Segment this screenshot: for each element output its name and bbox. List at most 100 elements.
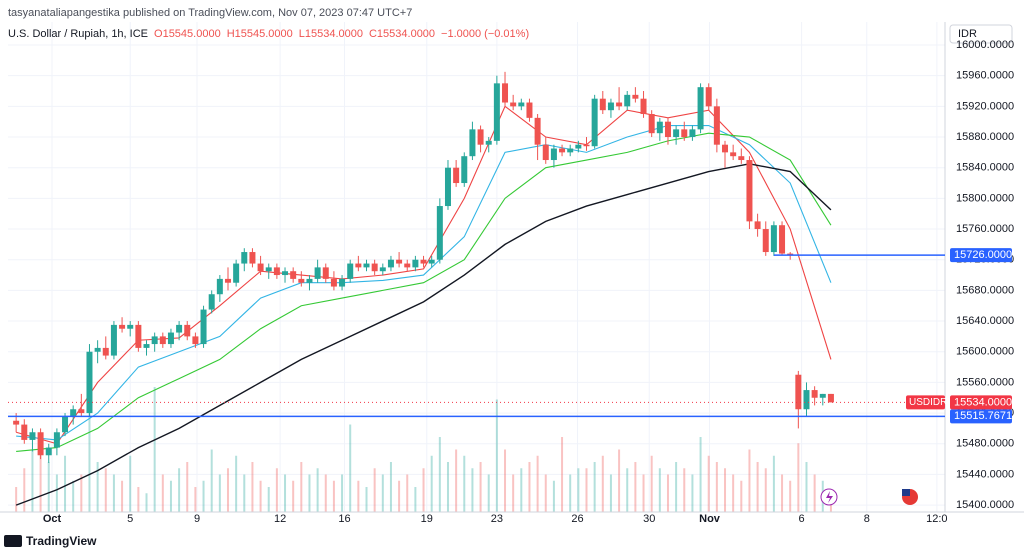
candle-body bbox=[436, 206, 443, 260]
candle-body bbox=[290, 271, 297, 279]
volume-bar bbox=[349, 424, 352, 512]
candle-body bbox=[330, 278, 337, 287]
volume-bar bbox=[756, 462, 759, 512]
volume-bar bbox=[422, 468, 425, 512]
x-tick-label: 23 bbox=[491, 513, 503, 525]
x-tick-label: Oct bbox=[43, 513, 62, 525]
publisher: tasyanataliapangestika published on Trad… bbox=[8, 7, 412, 19]
candle-body bbox=[13, 420, 20, 425]
candle-body bbox=[94, 347, 101, 352]
candle-body bbox=[282, 271, 289, 276]
volume-bar bbox=[72, 480, 75, 512]
volume-bar bbox=[552, 480, 555, 512]
volume-bar bbox=[332, 480, 335, 512]
volume-bar bbox=[251, 462, 254, 512]
candle-body bbox=[730, 152, 737, 157]
x-tick-label: 9 bbox=[194, 513, 200, 525]
candle-body bbox=[387, 259, 394, 268]
x-tick-label: 26 bbox=[571, 513, 583, 525]
volume-bar bbox=[438, 437, 441, 512]
candle-body bbox=[53, 432, 60, 448]
candle-body bbox=[208, 294, 215, 310]
candle-body bbox=[827, 393, 834, 403]
candle-body bbox=[444, 167, 451, 207]
candle-body bbox=[257, 263, 264, 272]
volume-bar bbox=[161, 474, 164, 512]
candle-body bbox=[151, 336, 158, 345]
y-tick-label: 15640.0000 bbox=[956, 315, 1014, 327]
candle-body bbox=[648, 114, 655, 134]
candle-body bbox=[485, 140, 492, 145]
candle-body bbox=[518, 102, 525, 107]
volume-bar bbox=[398, 480, 401, 512]
volume-bar bbox=[504, 449, 507, 512]
candle-body bbox=[477, 129, 484, 145]
y-tick-label: 15800.0000 bbox=[956, 192, 1014, 204]
volume-bar bbox=[169, 480, 172, 512]
candle-body bbox=[705, 87, 712, 107]
price-label-box bbox=[950, 409, 1012, 424]
candle-body bbox=[224, 278, 231, 283]
volume-bar bbox=[569, 474, 572, 512]
symbol: U.S. Dollar / Rupiah, 1h, ICE bbox=[8, 28, 148, 40]
candle-body bbox=[469, 129, 476, 157]
volume-bar bbox=[31, 449, 34, 512]
volume-bar bbox=[80, 474, 83, 512]
y-tick-label: 15560.0000 bbox=[956, 376, 1014, 388]
close: C15534.0000 bbox=[369, 28, 435, 40]
candle-body bbox=[249, 252, 256, 264]
volume-bar bbox=[210, 449, 213, 512]
candle-body bbox=[322, 267, 329, 279]
price-label-box bbox=[950, 395, 1012, 410]
candle-body bbox=[347, 263, 354, 279]
candle-body bbox=[355, 263, 362, 268]
volume-bar bbox=[691, 474, 694, 512]
candle-body bbox=[265, 267, 272, 272]
candle-body bbox=[102, 347, 109, 356]
symbol-label: USDIDR bbox=[909, 397, 947, 408]
candle-body bbox=[526, 102, 533, 118]
volume-bar bbox=[243, 474, 246, 512]
candle-body bbox=[200, 309, 207, 345]
candle-body bbox=[607, 102, 614, 111]
volume-bar bbox=[463, 455, 466, 512]
volume-bar bbox=[520, 468, 523, 512]
candle-body bbox=[404, 263, 411, 268]
y-tick-label: 16000.0000 bbox=[956, 39, 1014, 51]
currency-box[interactable] bbox=[949, 24, 1013, 44]
y-tick-label: 15440.0000 bbox=[956, 468, 1014, 480]
candle-body bbox=[591, 98, 598, 147]
volume-bar bbox=[178, 468, 181, 512]
volume-bar bbox=[658, 468, 661, 512]
candle-body bbox=[681, 129, 688, 138]
volume-bar bbox=[357, 480, 360, 512]
candle-body bbox=[167, 332, 174, 345]
candle-body bbox=[135, 324, 142, 348]
symbol-box bbox=[906, 395, 945, 410]
volume-bar bbox=[308, 474, 311, 512]
candle-body bbox=[779, 225, 786, 254]
candle-body bbox=[795, 374, 802, 410]
legend: U.S. Dollar / Rupiah, 1h, ICE O15545.0000… bbox=[8, 28, 529, 40]
candle-body bbox=[306, 278, 313, 283]
candle-body bbox=[664, 121, 671, 138]
volume-bar bbox=[112, 474, 115, 512]
volume-bar bbox=[601, 455, 604, 512]
volume-bar bbox=[292, 480, 295, 512]
candle-body bbox=[738, 156, 745, 161]
candle-body bbox=[110, 324, 117, 356]
x-tick-label: 19 bbox=[421, 513, 433, 525]
volume-bar bbox=[797, 443, 800, 512]
candle-body bbox=[762, 229, 769, 253]
volume-bar bbox=[471, 468, 474, 512]
candle-body bbox=[371, 263, 378, 272]
candle-body bbox=[754, 221, 761, 230]
x-tick-label: 12 bbox=[274, 513, 286, 525]
change: −1.0000 (−0.01%) bbox=[441, 28, 529, 40]
volume-bar bbox=[650, 455, 653, 512]
volume-bar bbox=[300, 462, 303, 512]
candle-body bbox=[339, 278, 346, 287]
volume-bar bbox=[666, 474, 669, 512]
candle-body bbox=[184, 324, 191, 337]
